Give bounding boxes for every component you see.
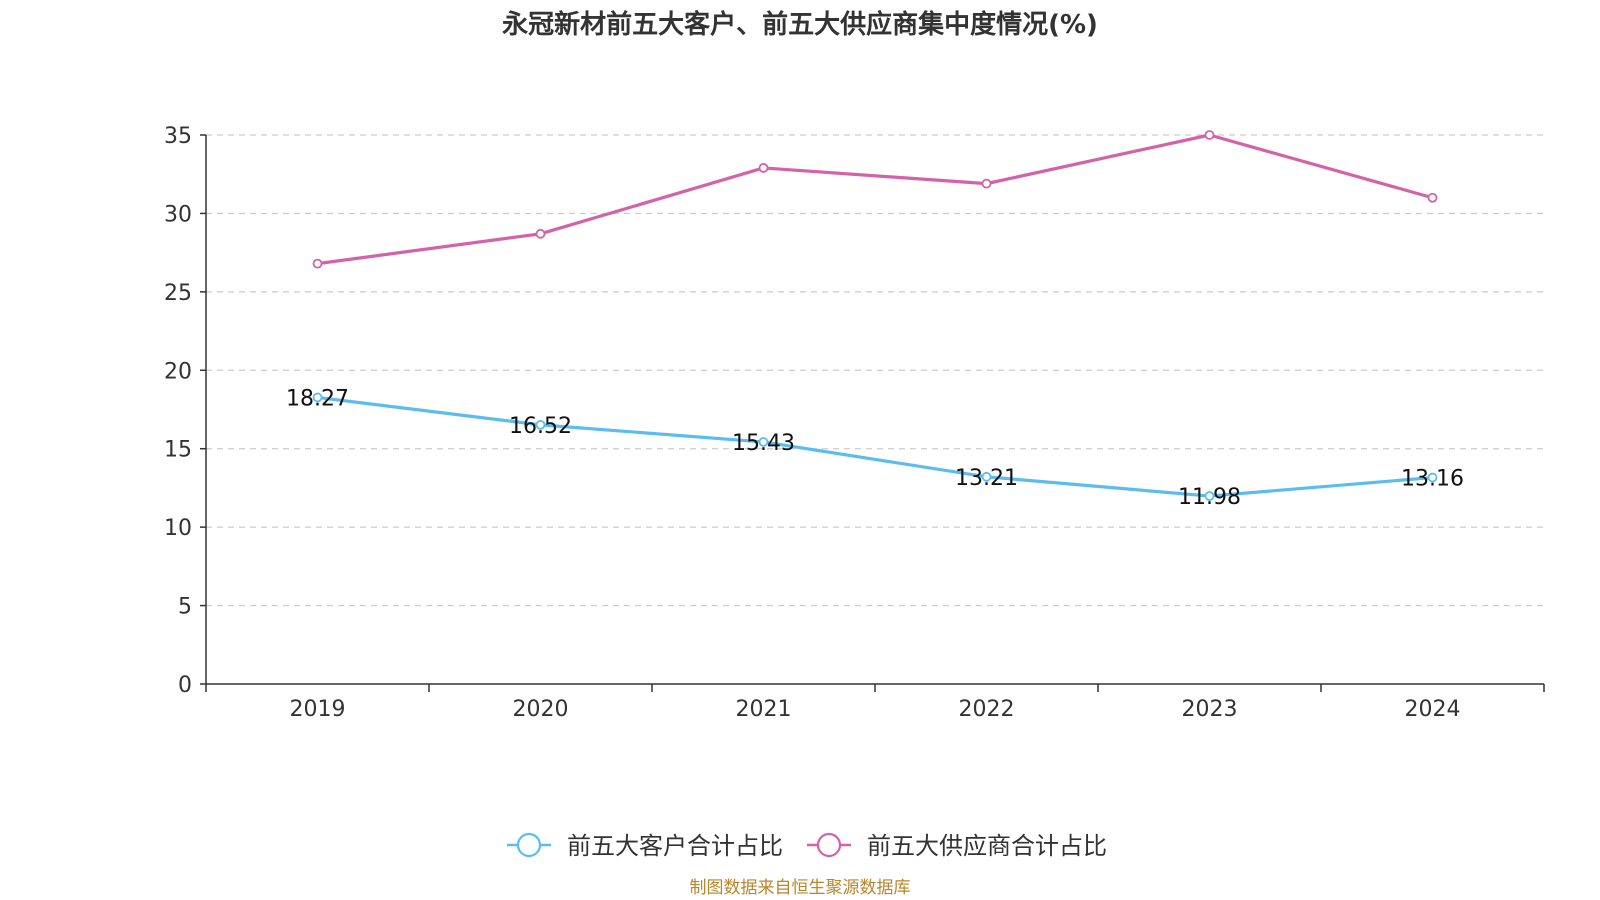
chart-title: 永冠新材前五大客户、前五大供应商集中度情况(%): [502, 9, 1098, 40]
data-label: 11.98: [1178, 485, 1241, 510]
legend-marker: [516, 832, 542, 858]
data-point: [1427, 472, 1438, 483]
data-label: 18.27: [286, 386, 349, 411]
legend-label: 前五大客户合计占比: [567, 832, 783, 860]
x-tick-label: 2022: [959, 697, 1015, 722]
x-tick-label: 2019: [290, 697, 346, 722]
data-point: [312, 392, 323, 403]
series-layer: [312, 130, 1438, 501]
y-tick-label: 0: [178, 673, 192, 698]
data-label: 15.43: [732, 431, 795, 456]
data-label: 16.52: [509, 414, 572, 439]
data-point: [981, 471, 992, 482]
data-label-layer: 18.27 16.52 15.43 13.21 11.98 13.16: [286, 386, 1464, 510]
y-tick-label: 35: [164, 124, 192, 149]
source-note: 制图数据来自恒生聚源数据库: [690, 878, 911, 898]
x-tick-label: 2021: [736, 697, 792, 722]
data-point: [758, 163, 769, 173]
x-tick-label: 2020: [513, 697, 569, 722]
y-tick-label: 10: [164, 516, 192, 541]
axis-layer: 0 5 10 15 20 25 30 35 2019 2020 2021 2022 2023 2024: [164, 124, 1545, 722]
data-point: [312, 258, 323, 269]
y-tick-label: 20: [164, 359, 192, 384]
y-tick-label: 5: [178, 595, 192, 620]
data-label: 13.16: [1401, 467, 1464, 492]
data-point: [1204, 130, 1215, 140]
legend-label: 前五大供应商合计占比: [867, 832, 1107, 860]
legend-marker: [816, 832, 842, 858]
x-tick-label: 2024: [1405, 697, 1461, 722]
legend: 前五大客户合计占比 前五大供应商合计占比: [507, 832, 1107, 860]
data-label: 13.21: [955, 466, 1018, 491]
y-tick-label: 15: [164, 438, 192, 463]
data-point: [1427, 192, 1438, 203]
data-point: [981, 178, 992, 189]
x-tick-label: 2023: [1182, 697, 1238, 722]
data-point: [535, 419, 546, 430]
data-point: [1204, 491, 1215, 501]
data-point: [758, 437, 769, 447]
series-line-1: [317, 133, 1433, 266]
y-tick-label: 25: [164, 281, 192, 306]
series-line-0: [317, 395, 1433, 498]
data-point: [535, 228, 546, 239]
y-tick-label: 30: [164, 202, 192, 227]
grid-layer: [206, 134, 1544, 607]
